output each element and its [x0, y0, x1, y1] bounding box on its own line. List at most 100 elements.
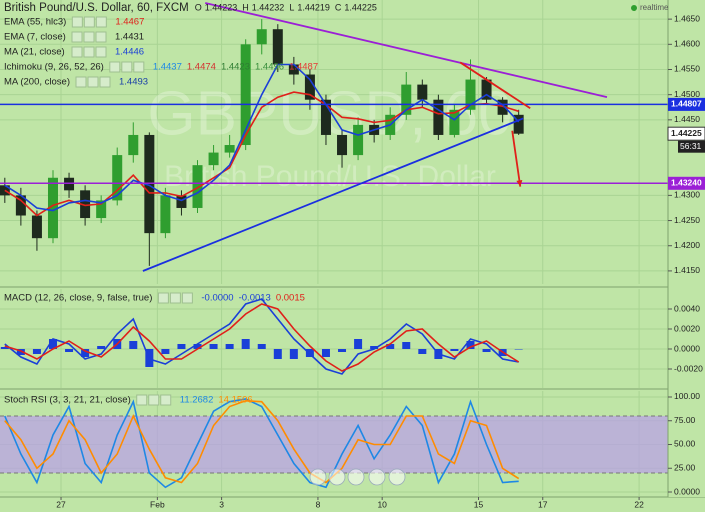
histogram-bar	[97, 346, 106, 349]
candle-body	[513, 114, 524, 134]
x-tick-label: 3	[219, 499, 224, 509]
trend-line	[459, 61, 531, 110]
y-tick-label: 1.4650	[674, 13, 700, 23]
legend-value: 1.4487	[289, 62, 318, 73]
candle-body	[47, 177, 58, 239]
countdown-tag	[678, 140, 705, 153]
legend-value: 1.4446	[115, 47, 144, 58]
histogram-bar	[321, 349, 330, 357]
histogram-bar	[466, 341, 475, 349]
candle-body	[337, 134, 348, 156]
toolbar-button[interactable]	[388, 468, 406, 486]
histogram-bar	[514, 349, 523, 350]
indicator-line	[4, 399, 520, 484]
y-tick-label: 1.4600	[674, 39, 700, 49]
toolbar-button[interactable]	[347, 468, 365, 486]
candle-body	[112, 155, 123, 201]
candle-body	[481, 79, 492, 100]
study-name: MA (21, close)	[4, 47, 65, 58]
ohlc-key: H	[242, 2, 249, 12]
candle-body	[240, 44, 251, 146]
candle-body	[128, 134, 139, 156]
legend-value: 1.4474	[187, 62, 216, 73]
legend-button	[75, 76, 87, 88]
legend-value: 14.1506	[218, 395, 252, 406]
legend-button	[109, 61, 121, 73]
trend-line	[142, 117, 524, 272]
y-tick-label: 1.4500	[674, 89, 700, 99]
toolbar-button[interactable]	[309, 468, 327, 486]
price-tag-label: 1.43240	[671, 178, 702, 188]
panel-title: MACD (12, 26, close, 9, false, true)	[4, 293, 152, 304]
candle-body	[401, 84, 412, 115]
histogram-bar	[81, 349, 90, 357]
histogram-bar	[450, 349, 459, 351]
y-tick-label: 0.0020	[674, 323, 700, 333]
candle-body	[272, 29, 283, 65]
candle-body	[96, 200, 107, 219]
candle-body	[64, 177, 75, 191]
histogram-bar	[354, 339, 363, 349]
study-name: EMA (55, hlc3)	[4, 17, 66, 28]
price-tag	[668, 176, 705, 190]
y-tick-label: 0.0040	[674, 303, 700, 313]
candle-body	[497, 99, 508, 115]
candle-body	[176, 195, 187, 208]
histogram-bar	[338, 349, 347, 352]
candle-body	[15, 195, 26, 216]
realtime-dot	[631, 5, 637, 11]
study-name: Ichimoku (9, 26, 52, 26)	[4, 62, 104, 73]
price-tag-label: 1.44807	[671, 99, 702, 109]
candle-body	[224, 145, 235, 153]
candle-body	[192, 165, 203, 208]
arrow-head	[516, 179, 523, 187]
legend-button	[169, 292, 181, 304]
x-tick-label: 27	[56, 499, 66, 509]
legend-value: 1.4437	[153, 62, 182, 73]
study-name: MA (200, close)	[4, 77, 70, 88]
legend-button	[121, 61, 133, 73]
y-tick-label: 1.4200	[674, 240, 700, 250]
legend-button	[181, 292, 193, 304]
candle-body	[288, 64, 299, 75]
toolbar-button[interactable]	[328, 468, 346, 486]
histogram-bar	[418, 349, 427, 354]
x-tick-label: 22	[634, 499, 644, 509]
candle-body	[31, 215, 42, 239]
histogram-bar	[273, 349, 282, 359]
histogram-bar	[241, 339, 250, 349]
realtime-label: realtime	[640, 3, 669, 12]
candle-body	[256, 29, 267, 45]
toolbar-button[interactable]	[368, 468, 386, 486]
y-tick-label: 1.4150	[674, 265, 700, 275]
legend-value: 1.4423	[221, 62, 250, 73]
y-tick-label: 0.0000	[674, 343, 700, 353]
legend-value: 11.2682	[180, 395, 214, 406]
ohlc-value: 1.44219	[297, 2, 330, 12]
indicator-line	[4, 398, 519, 489]
legend-value: 1.4431	[115, 32, 144, 43]
price-tag	[668, 97, 705, 111]
histogram-bar	[161, 349, 170, 354]
y-tick-label: 1.4300	[674, 190, 700, 200]
histogram-bar	[16, 349, 25, 355]
histogram-bar	[32, 349, 41, 354]
price-axis	[668, 0, 705, 497]
legend-value: -0.0000	[201, 293, 233, 304]
legend-button	[87, 76, 99, 88]
histogram-bar	[193, 344, 202, 349]
legend-button	[133, 61, 145, 73]
legend-button	[83, 31, 95, 43]
histogram-bar	[177, 344, 186, 349]
y-tick-label: 100.00	[674, 391, 700, 401]
x-tick-label: 10	[377, 499, 387, 509]
legend-button	[83, 46, 95, 58]
candle-body	[304, 74, 315, 100]
ohlc-value: 1.44232	[252, 2, 285, 12]
histogram-bar	[209, 344, 218, 349]
legend-button	[71, 16, 83, 28]
indicator-line	[4, 63, 520, 212]
legend-button	[157, 292, 169, 304]
candle-body	[208, 152, 219, 166]
